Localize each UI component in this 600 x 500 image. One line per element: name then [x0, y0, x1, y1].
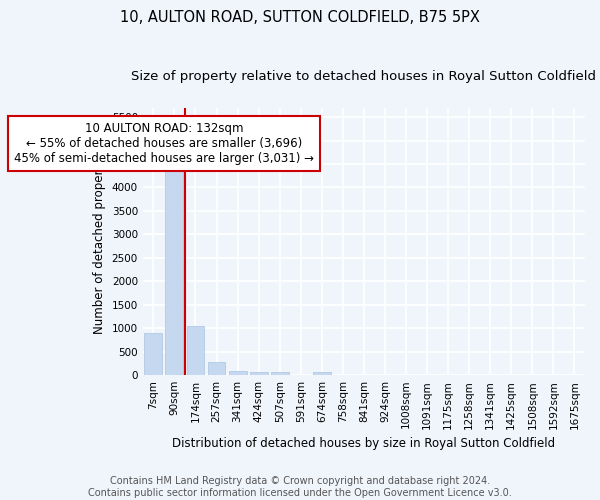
Bar: [166, 164, 184, 375]
Bar: [250, 372, 268, 375]
Bar: [229, 372, 247, 375]
Text: 10, AULTON ROAD, SUTTON COLDFIELD, B75 5PX: 10, AULTON ROAD, SUTTON COLDFIELD, B75 5…: [120, 10, 480, 25]
Bar: [313, 372, 331, 375]
Y-axis label: Number of detached properties: Number of detached properties: [93, 148, 106, 334]
Title: Size of property relative to detached houses in Royal Sutton Coldfield: Size of property relative to detached ho…: [131, 70, 596, 83]
Bar: [187, 326, 205, 375]
Bar: [145, 333, 163, 375]
Text: 10 AULTON ROAD: 132sqm
← 55% of detached houses are smaller (3,696)
45% of semi-: 10 AULTON ROAD: 132sqm ← 55% of detached…: [14, 122, 314, 165]
Text: Contains HM Land Registry data © Crown copyright and database right 2024.
Contai: Contains HM Land Registry data © Crown c…: [88, 476, 512, 498]
Bar: [208, 362, 226, 375]
X-axis label: Distribution of detached houses by size in Royal Sutton Coldfield: Distribution of detached houses by size …: [172, 437, 556, 450]
Bar: [271, 372, 289, 375]
